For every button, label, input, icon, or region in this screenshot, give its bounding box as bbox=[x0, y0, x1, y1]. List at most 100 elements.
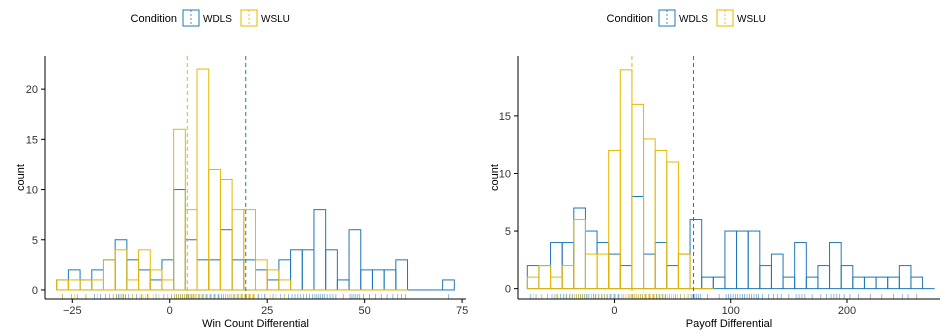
histogram-bar bbox=[596, 253, 610, 290]
histogram-bar bbox=[56, 279, 69, 291]
histogram-bar bbox=[243, 209, 256, 291]
histogram-bar bbox=[383, 269, 397, 291]
histogram-bar bbox=[619, 265, 633, 290]
x-tick-label: 100 bbox=[722, 305, 740, 317]
y-tick-label: 10 bbox=[26, 185, 38, 197]
series-wslu bbox=[56, 68, 409, 291]
y-axis-title: count bbox=[489, 164, 501, 191]
histogram-bar bbox=[596, 242, 610, 290]
histogram-bar bbox=[208, 168, 221, 291]
x-tick-label: 25 bbox=[261, 305, 273, 317]
y-tick-label: 20 bbox=[26, 84, 38, 96]
histogram-bar bbox=[736, 230, 749, 290]
histogram-bar bbox=[805, 276, 819, 290]
y-tick-label: 0 bbox=[32, 285, 38, 297]
histogram-bar bbox=[301, 249, 315, 291]
histogram-bar bbox=[231, 259, 245, 291]
histogram-bar bbox=[348, 229, 362, 291]
histogram-bar bbox=[173, 128, 186, 291]
histogram-bar bbox=[114, 249, 128, 291]
histogram-bar bbox=[79, 279, 93, 291]
histogram-bar bbox=[677, 253, 691, 290]
histogram-bar bbox=[371, 269, 385, 291]
histogram-bar bbox=[550, 276, 563, 290]
rug-wdls bbox=[529, 294, 918, 299]
histogram-bar bbox=[290, 249, 303, 291]
histogram-bar bbox=[114, 239, 128, 291]
histogram-bar bbox=[79, 279, 93, 291]
histogram-bar bbox=[875, 276, 889, 290]
histogram-bar bbox=[161, 259, 175, 291]
y-tick-label: 15 bbox=[499, 111, 511, 123]
histogram-bar bbox=[102, 259, 116, 291]
histogram-bar bbox=[231, 209, 245, 291]
x-tick-label: 200 bbox=[838, 305, 856, 317]
histogram-bar bbox=[219, 229, 233, 291]
y-tick-label: 5 bbox=[505, 226, 511, 238]
histogram-bar bbox=[56, 279, 69, 291]
legend-title: Condition bbox=[131, 13, 177, 25]
histogram-bar bbox=[325, 249, 338, 291]
legend-title: Condition bbox=[607, 13, 653, 25]
histogram-bar bbox=[724, 230, 738, 290]
y-axis-title: count bbox=[15, 164, 27, 191]
histogram-bar bbox=[770, 253, 784, 290]
histogram-bar bbox=[584, 230, 598, 290]
histogram-bar bbox=[654, 242, 668, 290]
y-tick-label: 15 bbox=[26, 134, 38, 146]
histogram-bar bbox=[173, 189, 186, 291]
histogram-bar bbox=[852, 276, 865, 290]
histogram-bar bbox=[887, 276, 900, 290]
rug-wdls bbox=[62, 294, 449, 299]
legend: Condition WDLS WSLU bbox=[131, 9, 290, 27]
legend-key-wdls: WDLS bbox=[658, 9, 708, 27]
histogram-bar bbox=[67, 279, 81, 291]
histogram-panel-1: −25 0 25 50 75 0 5 10 15 20 Win Count Differential… bbox=[15, 9, 468, 330]
histogram-bar bbox=[840, 265, 854, 290]
legend-key-wdls: WDLS bbox=[182, 9, 232, 27]
histogram-bar bbox=[255, 259, 268, 291]
histogram-bar bbox=[666, 161, 679, 290]
rug-wslu bbox=[532, 294, 689, 299]
histogram-bar bbox=[643, 138, 656, 290]
histogram-bar bbox=[619, 69, 633, 290]
histogram-bar bbox=[538, 265, 552, 290]
x-tick-label: −25 bbox=[63, 305, 82, 317]
histogram-bar bbox=[196, 68, 210, 291]
histogram-bar bbox=[219, 179, 233, 291]
histogram-bar bbox=[184, 209, 198, 291]
histogram-bar bbox=[138, 269, 151, 291]
histogram-bar bbox=[817, 265, 831, 290]
histogram-bar bbox=[278, 279, 292, 291]
histogram-bar bbox=[336, 279, 350, 291]
y-tick-label: 10 bbox=[499, 168, 511, 180]
rug-wslu bbox=[62, 294, 286, 299]
histogram-bar bbox=[643, 253, 656, 290]
x-tick-label: 0 bbox=[167, 305, 173, 317]
histogram-bar bbox=[573, 207, 586, 290]
histogram-bar bbox=[538, 265, 552, 290]
legend-label: WDLS bbox=[679, 14, 708, 25]
histogram-bar bbox=[677, 253, 691, 290]
histogram-bar bbox=[654, 149, 668, 290]
x-tick-label: 50 bbox=[359, 305, 371, 317]
x-axis-title: Payoff Differential bbox=[686, 318, 772, 330]
series-wslu bbox=[526, 69, 714, 290]
y-tick-label: 5 bbox=[32, 235, 38, 247]
histogram-bar bbox=[701, 276, 714, 290]
histogram-bar bbox=[666, 265, 679, 290]
legend-key-wslu: WSLU bbox=[716, 9, 766, 27]
histogram-bar bbox=[526, 276, 540, 290]
series-wdls bbox=[526, 196, 935, 290]
histogram-bar bbox=[573, 219, 586, 290]
histogram-bar bbox=[631, 196, 645, 290]
histogram-bar bbox=[561, 265, 575, 290]
x-axis-title: Win Count Differential bbox=[202, 318, 309, 330]
histogram-bar bbox=[608, 253, 621, 290]
histogram-bar bbox=[208, 259, 221, 291]
histogram-bar bbox=[161, 279, 175, 291]
histogram-bar bbox=[278, 259, 292, 291]
legend-key-wslu: WSLU bbox=[240, 9, 290, 27]
legend-label: WSLU bbox=[261, 14, 290, 25]
